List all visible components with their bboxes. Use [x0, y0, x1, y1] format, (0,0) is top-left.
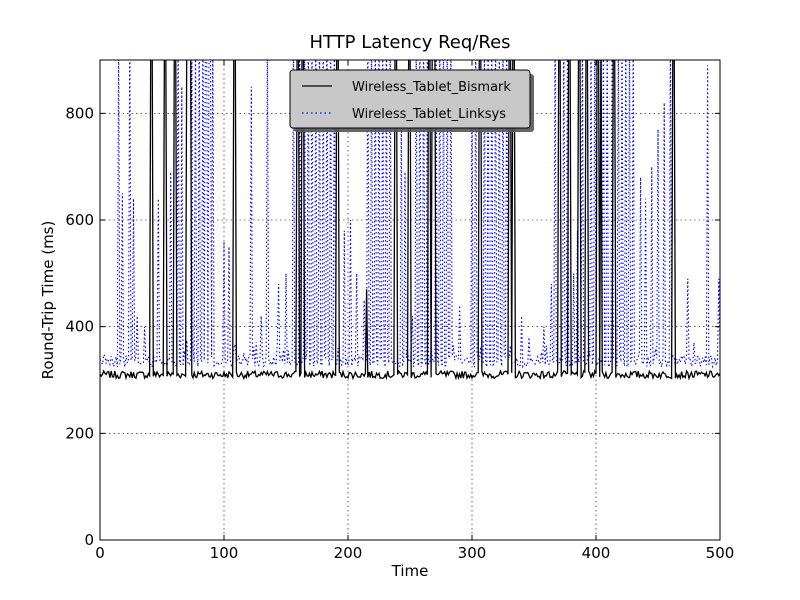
y-tick-label: 200: [65, 424, 94, 442]
plot-frame: [99, 59, 721, 541]
y-tick-label: 800: [65, 104, 94, 122]
series-line-linksys: [100, 60, 720, 369]
x-tick-label: 200: [334, 544, 363, 562]
x-axis-ticks: 0 100 200 300 400 500: [95, 60, 734, 562]
y-tick-label: 0: [84, 531, 94, 549]
y-axis-ticks: 0 200 400 600 800: [65, 104, 720, 549]
legend-label-linksys: Wireless_Tablet_Linksys: [352, 107, 506, 122]
y-tick-label: 600: [65, 211, 94, 229]
y-tick-label: 400: [65, 318, 94, 336]
chart-title: HTTP Latency Req/Res: [309, 32, 510, 53]
x-tick-label: 100: [210, 544, 239, 562]
legend: Wireless_Tablet_Bismark Wireless_Tablet_…: [289, 69, 534, 132]
y-axis-label: Round-Trip Time (ms): [39, 221, 57, 380]
x-tick-label: 0: [95, 544, 105, 562]
x-tick-label: 300: [458, 544, 487, 562]
x-tick-label: 400: [582, 544, 611, 562]
series-layer: [100, 60, 720, 381]
x-tick-label: 500: [706, 544, 735, 562]
x-axis-label: Time: [391, 562, 429, 580]
series-line-bismark: [100, 60, 720, 381]
legend-label-bismark: Wireless_Tablet_Bismark: [352, 80, 511, 95]
legend-box: [289, 69, 531, 129]
